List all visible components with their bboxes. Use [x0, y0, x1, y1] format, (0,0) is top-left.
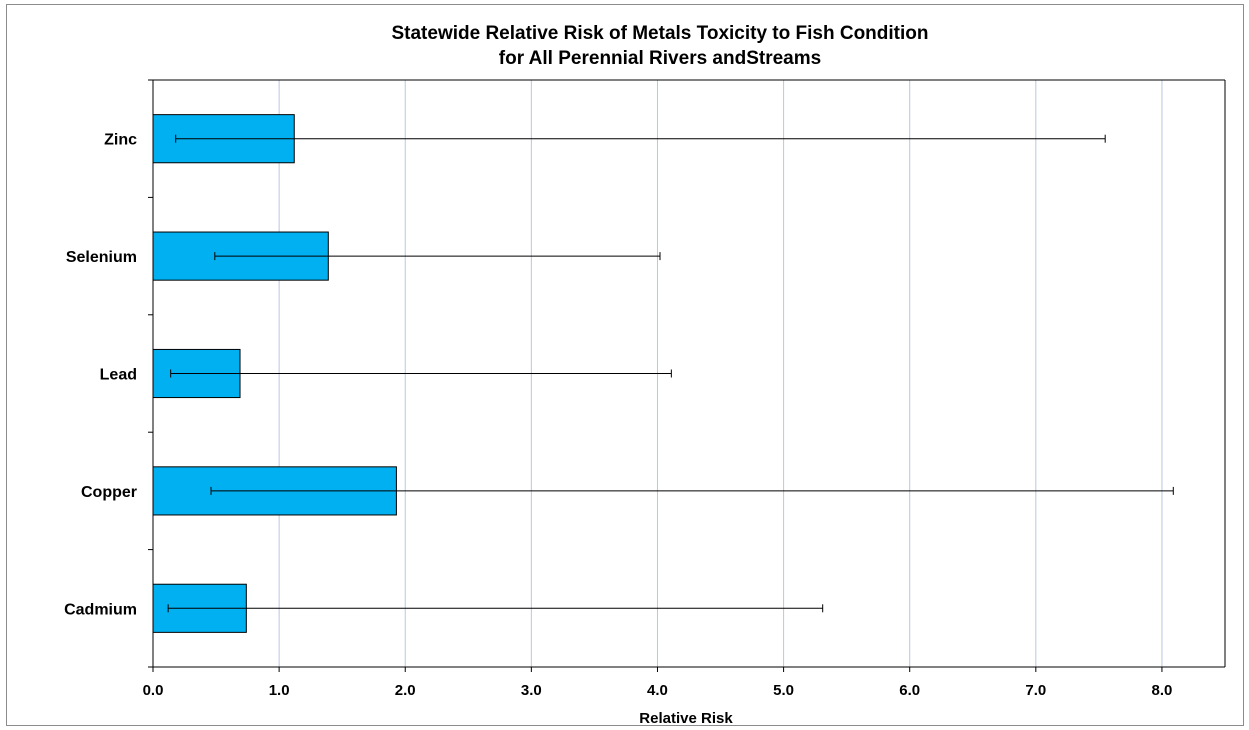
- chart-subtitle: for All Perennial Rivers andStreams: [499, 48, 821, 69]
- category-label-cadmium: Cadmium: [64, 601, 137, 618]
- x-tick-label-3: 3.0: [521, 682, 542, 699]
- x-tick-labels: 0.0 1.0 2.0 3.0 4.0 5.0 6.0 7.0 8.0: [143, 682, 1173, 699]
- chart-frame: [6, 4, 1244, 726]
- x-axis-title: Relative Risk: [639, 710, 733, 727]
- axes: [148, 79, 1226, 672]
- category-label-zinc: Zinc: [104, 132, 137, 149]
- x-tick-label-4: 4.0: [647, 682, 668, 699]
- error-bars: [167, 134, 1174, 613]
- grid-lines: [278, 80, 1163, 667]
- x-tick-label-6: 6.0: [899, 682, 920, 699]
- chart-title: Statewide Relative Risk of Metals Toxici…: [391, 23, 928, 44]
- category-label-selenium: Selenium: [66, 249, 137, 266]
- x-tick-label-1: 1.0: [269, 682, 290, 699]
- category-label-lead: Lead: [100, 367, 137, 384]
- category-label-copper: Copper: [81, 484, 137, 501]
- x-tick-label-7: 7.0: [1025, 682, 1046, 699]
- x-tick-label-2: 2.0: [395, 682, 416, 699]
- category-labels: Zinc Selenium Lead Copper Cadmium: [64, 132, 137, 619]
- x-tick-label-0: 0.0: [143, 682, 164, 699]
- x-tick-label-5: 5.0: [773, 682, 794, 699]
- x-tick-label-8: 8.0: [1152, 682, 1173, 699]
